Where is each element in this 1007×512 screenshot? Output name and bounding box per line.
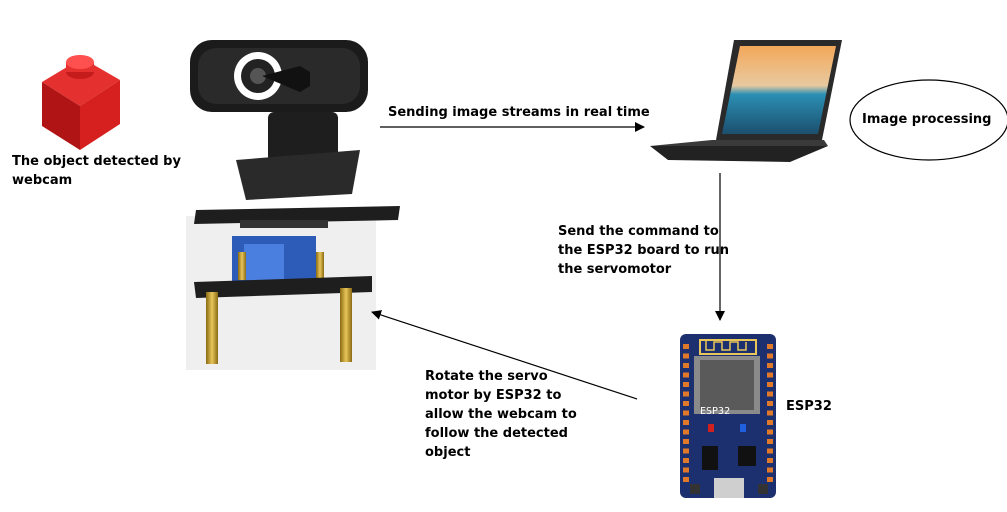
rotate-servo-line-2: motor by ESP32 to: [425, 388, 562, 403]
esp32-pin: [767, 467, 773, 473]
esp32-pin: [683, 420, 689, 425]
esp32-pin: [767, 410, 773, 416]
esp32-pin: [767, 382, 773, 387]
esp32-pin: [767, 372, 773, 378]
servo-mount-icon: [186, 206, 400, 370]
esp32-pin: [683, 477, 689, 482]
send-command-line-3: the servomotor: [558, 262, 672, 277]
esp32-pin: [767, 363, 773, 368]
esp32-pin: [767, 448, 773, 454]
rotate-servo-line-4: follow the detected: [425, 426, 568, 441]
esp32-pin: [683, 429, 689, 435]
esp32-pin: [767, 458, 773, 463]
rotate-servo-line-5: object: [425, 445, 471, 460]
esp32-pin: [683, 344, 689, 349]
red-brick-icon: [42, 55, 120, 150]
sending-streams-label: Sending image streams in real time: [388, 105, 650, 120]
esp32-pin: [683, 448, 689, 454]
esp32-pin: [767, 420, 773, 425]
webcam-icon: [190, 40, 368, 200]
rotate-servo-line-1: Rotate the servo: [425, 369, 548, 384]
esp32-pin: [683, 401, 689, 406]
esp32-pin: [683, 391, 689, 397]
esp32-pin: [767, 477, 773, 482]
esp32-pin: [683, 458, 689, 463]
object-detected-line-1: The object detected by: [12, 154, 181, 169]
esp32-pin: [683, 439, 689, 444]
send-command-line-1: Send the command to: [558, 224, 719, 239]
esp32-pin: [767, 401, 773, 406]
object-detected-line-2: webcam: [12, 173, 73, 188]
esp32-pin: [767, 353, 773, 359]
esp32-pin: [683, 353, 689, 359]
esp32-pin: [683, 372, 689, 378]
esp32-pin: [683, 363, 689, 368]
esp32-board-icon: ESP32: [680, 334, 776, 498]
esp32-pins-left: [683, 344, 689, 482]
rotate-servo-line-3: allow the webcam to: [425, 407, 577, 422]
esp32-pin: [767, 429, 773, 435]
image-processing-ellipse: [849, 79, 1007, 161]
image-processing-label: Image processing: [862, 112, 992, 127]
esp32-pin: [767, 391, 773, 397]
esp32-label: ESP32: [786, 399, 832, 414]
rotate-servo-label: Rotate the servo motor by ESP32 to allow…: [425, 367, 577, 462]
esp32-pin: [767, 439, 773, 444]
object-detected-label: The object detected by webcam: [12, 152, 181, 190]
arrow-esp32-to-servo: [371, 310, 638, 400]
esp32-pin: [767, 344, 773, 349]
esp32-pin: [683, 382, 689, 387]
esp32-pins-right: [767, 344, 773, 482]
send-command-label: Send the command to the ESP32 board to r…: [558, 222, 729, 279]
esp32-pin: [683, 410, 689, 416]
esp32-pin: [683, 467, 689, 473]
laptop-icon: [650, 40, 842, 162]
esp32-chip-text: ESP32: [700, 406, 730, 417]
send-command-line-2: the ESP32 board to run: [558, 243, 730, 258]
